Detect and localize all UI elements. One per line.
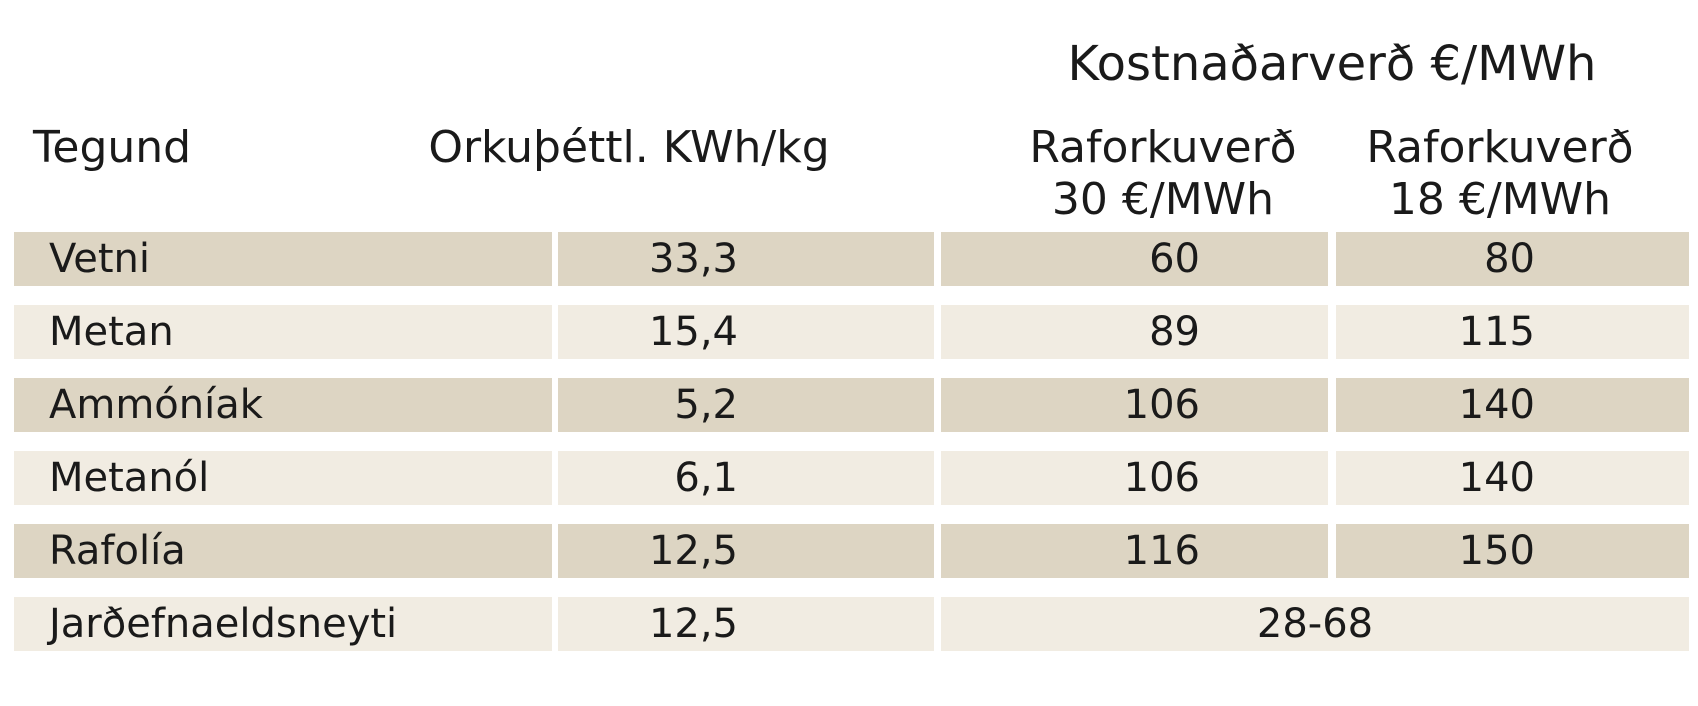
row-label: Jarðefnaeldsneyti bbox=[14, 597, 552, 651]
table-cell: 15,4 bbox=[558, 305, 934, 359]
table-cell: 89 bbox=[941, 305, 1328, 359]
table-cell: 60 bbox=[941, 232, 1328, 286]
row-label: Vetni bbox=[14, 232, 552, 286]
table-cell: 115 bbox=[1336, 305, 1689, 359]
table-cell: 80 bbox=[1336, 232, 1689, 286]
row-label: Metanól bbox=[14, 451, 552, 505]
table-cell: 12,5 bbox=[558, 597, 934, 651]
column-header: Orkuþéttl. KWh/kg bbox=[428, 122, 830, 173]
table-cell: 6,1 bbox=[558, 451, 934, 505]
table-cell: 5,2 bbox=[558, 378, 934, 432]
column-header: 30 €/MWh bbox=[1051, 174, 1275, 225]
row-label: Rafolía bbox=[14, 524, 552, 578]
table-cell: 150 bbox=[1336, 524, 1689, 578]
table-cell: 12,5 bbox=[558, 524, 934, 578]
table-cell: 140 bbox=[1336, 378, 1689, 432]
table-cell: 106 bbox=[941, 451, 1328, 505]
column-header: 18 €/MWh bbox=[1388, 174, 1612, 225]
table-cell: 28-68 bbox=[941, 597, 1689, 651]
row-label: Metan bbox=[14, 305, 552, 359]
group-title: Kostnaðarverð €/MWh bbox=[1067, 36, 1597, 92]
table-cell: 116 bbox=[941, 524, 1328, 578]
table-cell: 140 bbox=[1336, 451, 1689, 505]
column-header: Tegund bbox=[33, 122, 192, 173]
table-cell: 106 bbox=[941, 378, 1328, 432]
column-header: Raforkuverð bbox=[1366, 122, 1634, 173]
table-cell: 33,3 bbox=[558, 232, 934, 286]
row-label: Ammóníak bbox=[14, 378, 552, 432]
column-header: Raforkuverð bbox=[1029, 122, 1297, 173]
